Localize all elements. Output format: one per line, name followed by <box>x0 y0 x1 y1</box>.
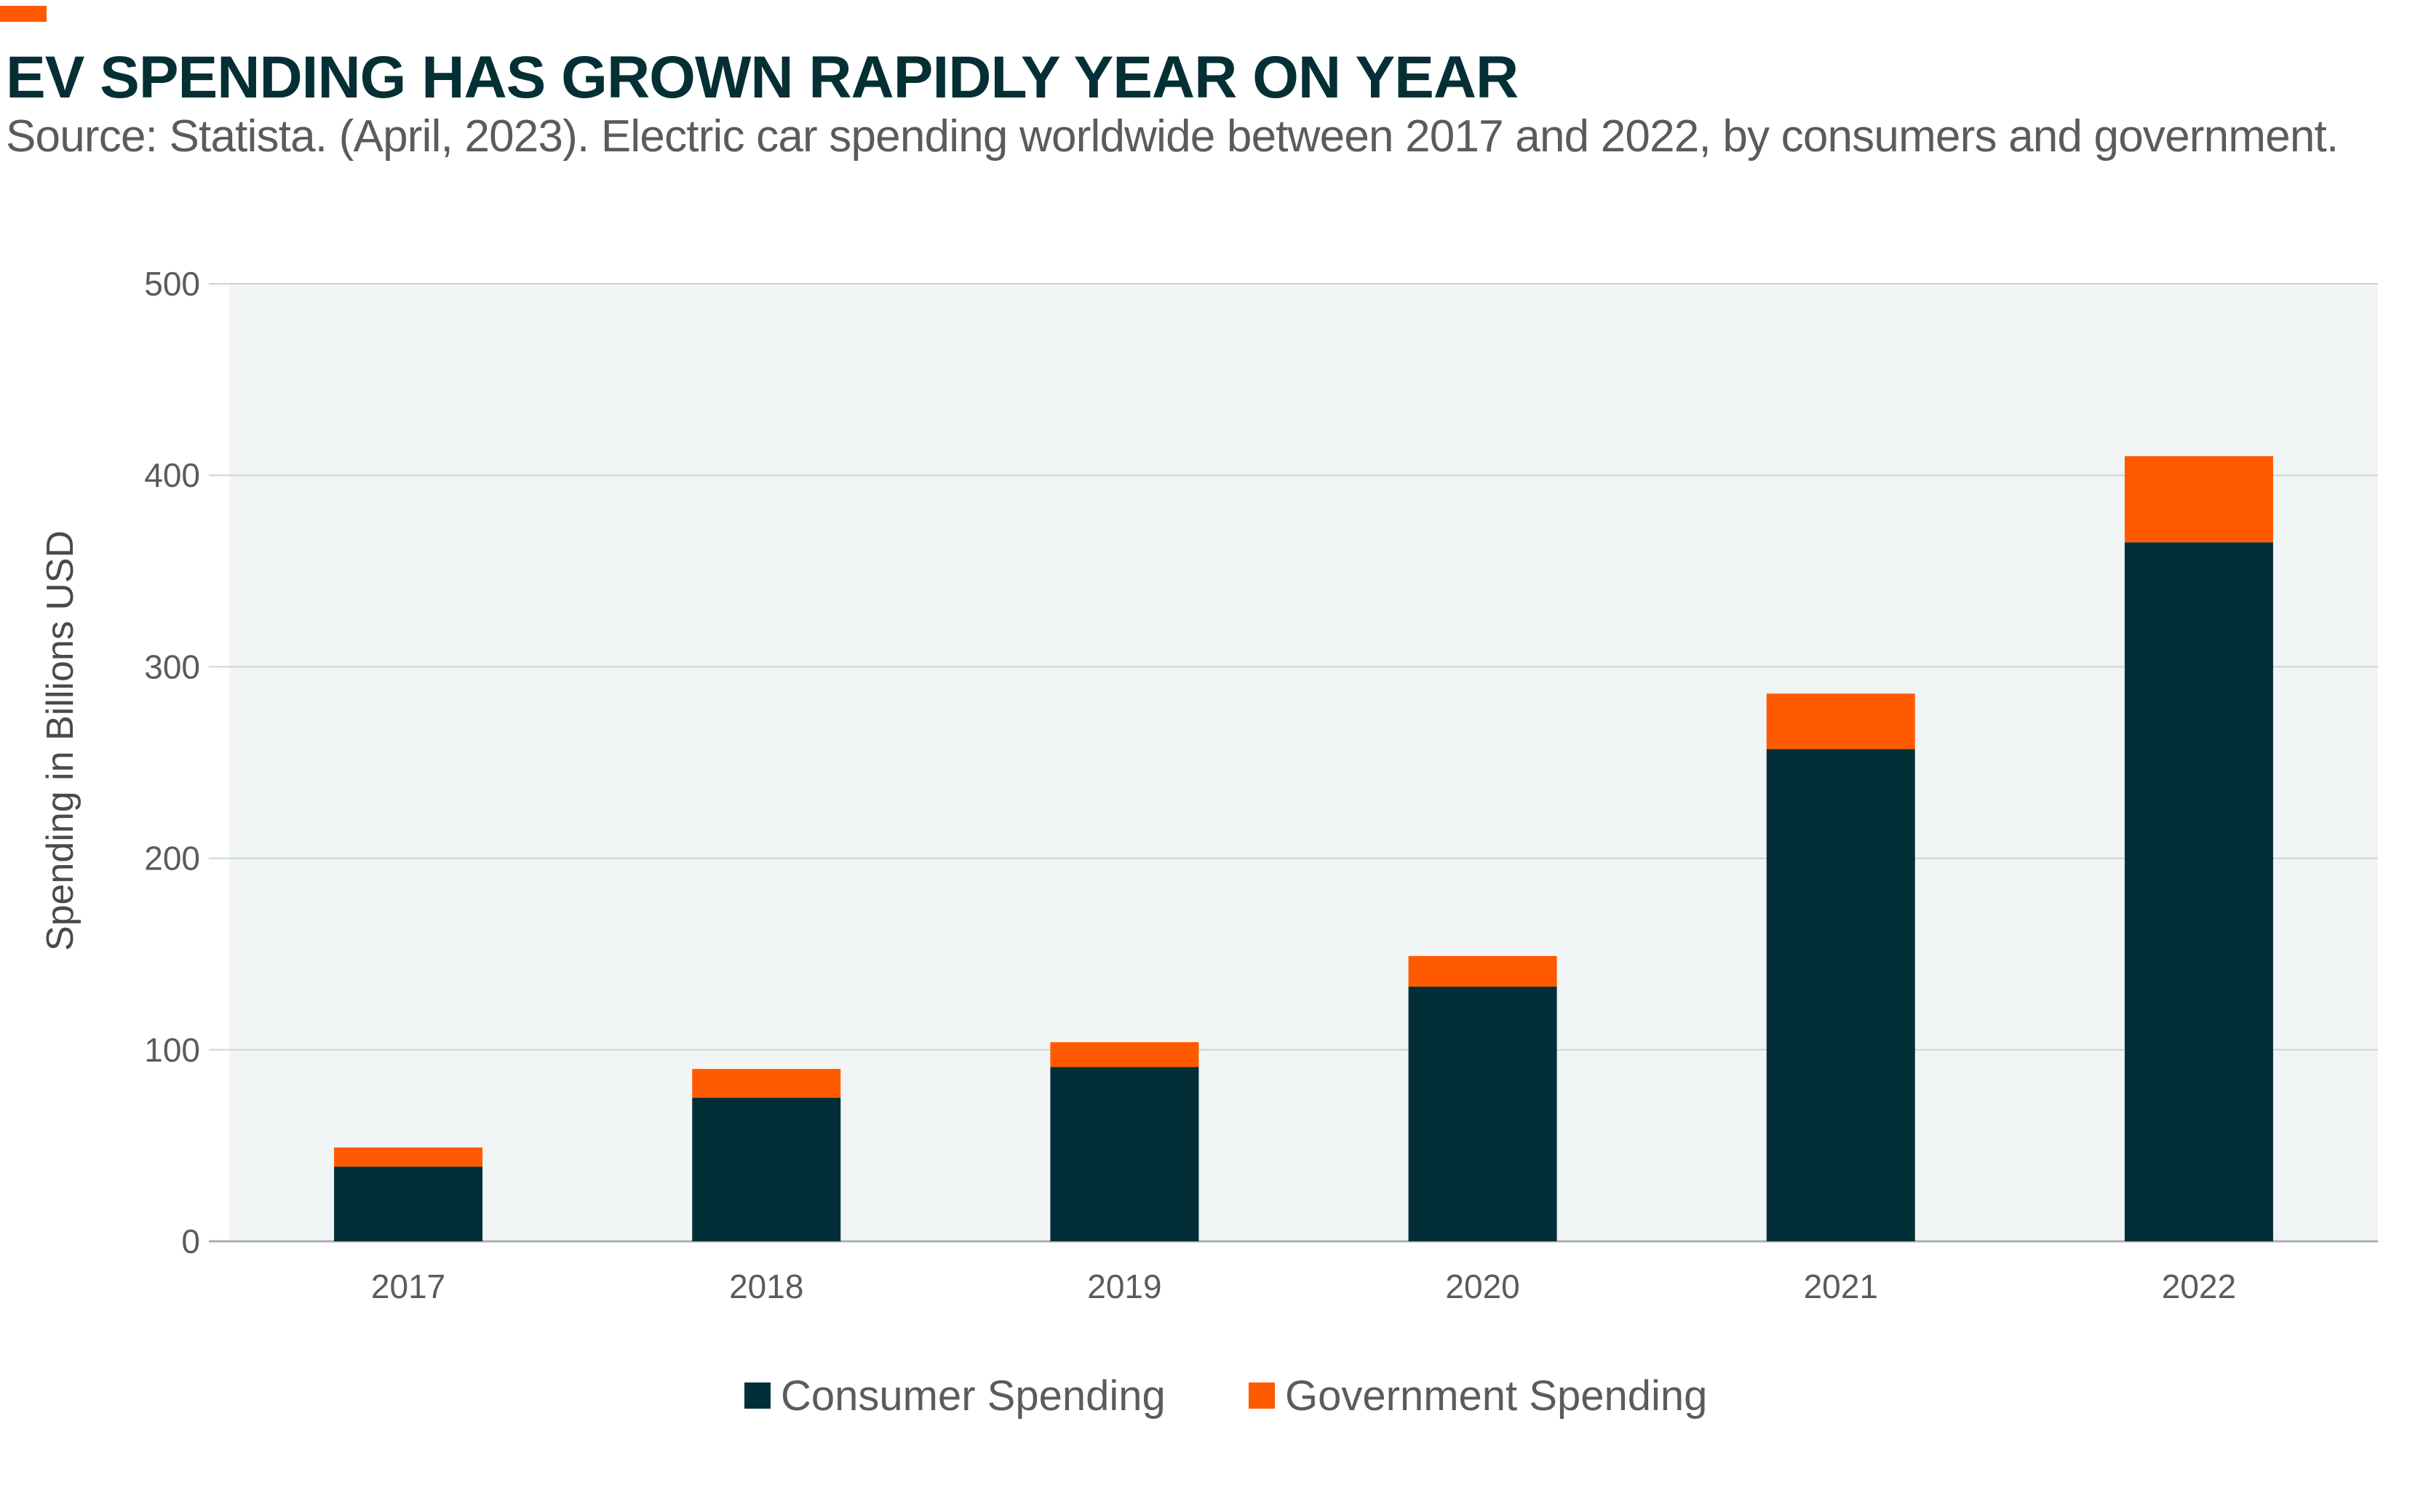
gridlines <box>209 283 2378 1243</box>
government-bar-2018 <box>692 1069 841 1098</box>
x-tick-label: 2020 <box>1445 1268 1519 1305</box>
y-tick-label: 0 <box>181 1222 200 1260</box>
consumer-bar-2018 <box>692 1097 841 1241</box>
consumer-bar-2019 <box>1050 1067 1199 1241</box>
y-axis-ticks: 0 100 200 300 400 500 <box>144 265 200 1260</box>
y-tick-label: 400 <box>144 456 200 494</box>
government-bar-2019 <box>1050 1042 1199 1067</box>
y-tick-label: 500 <box>144 265 200 303</box>
legend: Consumer Spending Government Spending <box>744 1372 1707 1420</box>
consumer-bar-2020 <box>1408 986 1557 1241</box>
plot-area <box>229 284 2378 1241</box>
x-tick-label: 2022 <box>2162 1268 2236 1305</box>
government-legend-label: Government Spending <box>1285 1372 1707 1420</box>
y-tick-label: 200 <box>144 840 200 878</box>
bars <box>334 455 2273 1241</box>
x-tick-label: 2019 <box>1087 1268 1161 1305</box>
consumer-bar-2021 <box>1766 749 1915 1241</box>
accent-bar <box>0 6 47 22</box>
y-tick-label: 100 <box>144 1031 200 1069</box>
x-axis-ticks: 2017 2018 2019 2020 2021 2022 <box>371 1268 2236 1305</box>
government-bar-2021 <box>1766 693 1915 749</box>
government-bar-2017 <box>334 1147 483 1167</box>
consumer-bar-2017 <box>334 1166 483 1241</box>
government-bar-2020 <box>1408 955 1557 987</box>
y-tick-label: 300 <box>144 648 200 685</box>
government-bar-2022 <box>2124 455 2273 543</box>
x-tick-label: 2018 <box>729 1268 803 1305</box>
x-tick-label: 2017 <box>371 1268 445 1305</box>
chart-subtitle: Source: Statista. (April, 2023). Electri… <box>6 111 2339 162</box>
x-tick-label: 2021 <box>1804 1268 1878 1305</box>
y-axis-label: Spending in Billions USD <box>39 530 81 951</box>
consumer-legend-label: Consumer Spending <box>781 1372 1166 1420</box>
government-legend-swatch <box>1249 1382 1275 1409</box>
consumer-bar-2022 <box>2124 542 2273 1241</box>
consumer-legend-swatch <box>744 1382 771 1409</box>
chart-title: EV SPENDING HAS GROWN RAPIDLY YEAR ON YE… <box>6 44 1519 111</box>
